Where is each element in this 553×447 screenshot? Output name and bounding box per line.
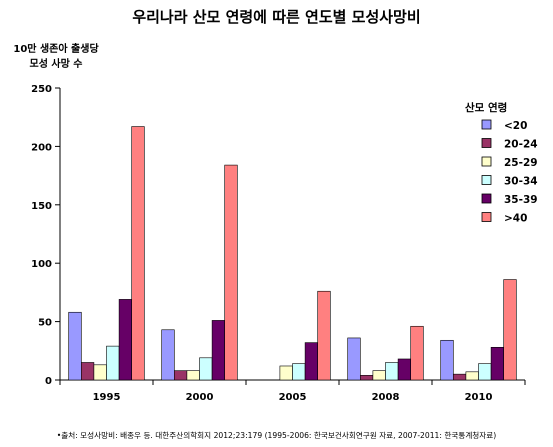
bar-2005-25x29 [279, 365, 293, 381]
y-tick-label: 200 [31, 142, 52, 153]
y-axis-label-line-1: 10만 생존아 출생당 [13, 44, 99, 55]
bar-1995-20x24 [81, 362, 95, 381]
x-tick-label-2005: 2005 [279, 392, 307, 403]
bar-2000-20x24 [174, 370, 188, 381]
legend-swatch-1 [481, 138, 492, 148]
legend-label-2: 25-29 [504, 157, 538, 169]
bar-2008-30x34 [385, 362, 399, 381]
bar-2000-x40 [224, 164, 238, 381]
x-tick-label-2000: 2000 [186, 392, 214, 403]
y-axis-label-line-2: 모성 사망 수 [29, 59, 83, 70]
source-note: •출처: 모성사망비: 배종우 등. 대한주산의학회지 2012;23:179 … [56, 431, 497, 440]
y-tick-label: 150 [31, 201, 52, 212]
bar-1995-35x39 [118, 299, 132, 381]
bar-2010-x40 [503, 279, 517, 381]
y-axis-label: 10만 생존아 출생당 모성 사망 수 [0, 42, 112, 72]
legend-swatch-4 [481, 193, 492, 204]
legend-swatch-2 [481, 156, 492, 167]
bar-2008-x40 [410, 325, 424, 381]
y-tick-label: 0 [45, 376, 52, 387]
bar-1995-30x34 [106, 345, 120, 381]
x-tick-label-2008: 2008 [372, 392, 400, 403]
bar-2005-30x34 [292, 363, 306, 381]
bar-2010-x20 [440, 339, 454, 381]
bar-1995-x40 [131, 126, 145, 381]
chart-title: 우리나라 산모 연령에 따른 연도별 모성사망비 [132, 8, 421, 26]
bar-2000-35x39 [211, 320, 226, 381]
bar-2008-x20 [347, 337, 361, 381]
legend-label-5: >40 [504, 213, 527, 225]
legend-label-0: <20 [504, 120, 527, 132]
bar-2008-25x29 [372, 370, 386, 381]
bar-2010-35x39 [490, 346, 505, 381]
y-tick-label: 250 [31, 84, 52, 95]
legend-title: 산모 연령 [465, 101, 507, 114]
bar-2000-x20 [161, 329, 175, 381]
bar-2008-20x24 [359, 375, 374, 381]
bar-2010-25x29 [465, 371, 479, 381]
bar-1995-x20 [68, 311, 82, 381]
bar-2000-30x34 [199, 357, 213, 381]
legend-swatch-0 [481, 119, 492, 130]
x-tick-label-2010: 2010 [465, 392, 493, 403]
bar-1995-25x29 [93, 364, 107, 381]
legend-swatch-5 [481, 212, 492, 222]
legend-label-3: 30-34 [504, 176, 538, 188]
legend-label-4: 35-39 [504, 194, 538, 206]
y-tick-label: 100 [31, 259, 52, 270]
x-tick-label-1995: 1995 [93, 392, 121, 403]
bar-2010-30x34 [478, 363, 492, 381]
bar-2010-20x24 [452, 373, 467, 381]
legend-swatch-3 [481, 175, 492, 185]
bar-2005-35x39 [304, 342, 319, 381]
bar-2000-25x29 [186, 370, 200, 381]
legend-label-1: 20-24 [504, 139, 538, 151]
y-tick-label: 50 [38, 318, 52, 329]
bar-2008-35x39 [397, 358, 412, 381]
bar-2005-x40 [317, 290, 331, 381]
